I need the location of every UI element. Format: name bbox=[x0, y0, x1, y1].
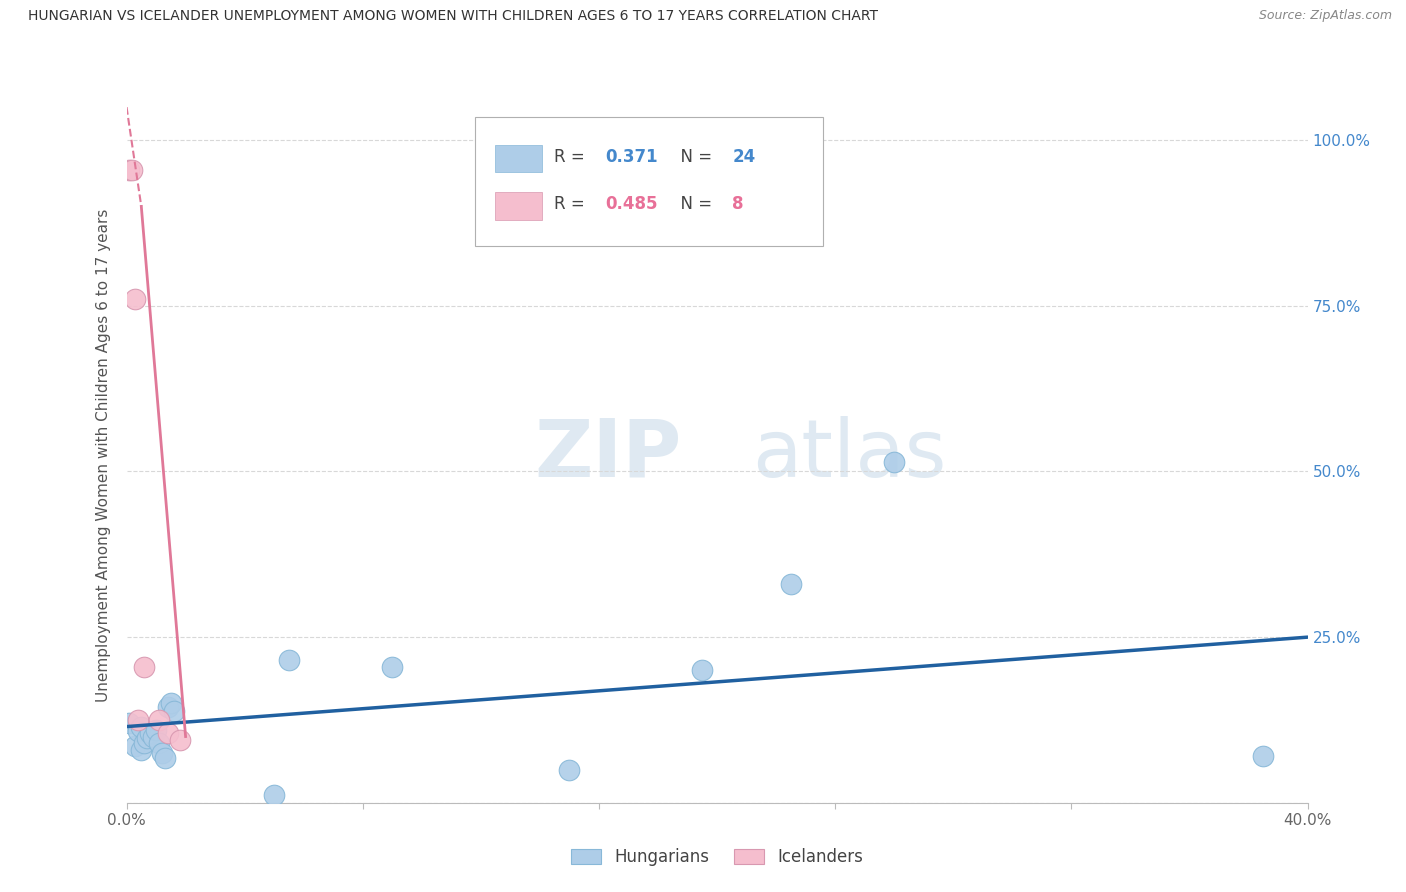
Point bbox=[156, 726, 179, 740]
Point bbox=[127, 724, 149, 739]
Point bbox=[690, 663, 713, 677]
Point bbox=[779, 577, 801, 591]
Text: HUNGARIAN VS ICELANDER UNEMPLOYMENT AMONG WOMEN WITH CHILDREN AGES 6 TO 17 YEARS: HUNGARIAN VS ICELANDER UNEMPLOYMENT AMON… bbox=[28, 9, 879, 23]
Point bbox=[124, 292, 146, 306]
Point bbox=[148, 713, 170, 727]
Point bbox=[124, 739, 146, 754]
Text: Source: ZipAtlas.com: Source: ZipAtlas.com bbox=[1258, 9, 1392, 22]
Point bbox=[145, 723, 167, 737]
Text: ZIP: ZIP bbox=[534, 416, 682, 494]
Point bbox=[169, 732, 191, 747]
Point bbox=[150, 746, 173, 760]
Point bbox=[139, 726, 162, 740]
Point bbox=[134, 736, 156, 750]
Text: 24: 24 bbox=[733, 148, 755, 166]
Point bbox=[883, 454, 905, 468]
Text: R =: R = bbox=[554, 148, 591, 166]
Text: 8: 8 bbox=[733, 195, 744, 213]
Point bbox=[121, 163, 143, 178]
Point bbox=[118, 163, 141, 178]
Point bbox=[118, 716, 141, 731]
Text: R =: R = bbox=[554, 195, 591, 213]
Point bbox=[129, 743, 153, 757]
Text: 0.485: 0.485 bbox=[605, 195, 658, 213]
Point bbox=[156, 699, 179, 714]
Point bbox=[142, 730, 165, 744]
Text: N =: N = bbox=[669, 148, 717, 166]
FancyBboxPatch shape bbox=[495, 192, 543, 219]
Point bbox=[278, 653, 301, 667]
FancyBboxPatch shape bbox=[475, 118, 824, 246]
Point bbox=[159, 697, 183, 711]
Text: 0.371: 0.371 bbox=[605, 148, 658, 166]
Text: N =: N = bbox=[669, 195, 717, 213]
Point bbox=[148, 736, 170, 750]
Point bbox=[129, 720, 153, 734]
Point bbox=[163, 704, 186, 718]
Point bbox=[134, 660, 156, 674]
Text: atlas: atlas bbox=[752, 416, 946, 494]
Point bbox=[1251, 749, 1274, 764]
Point bbox=[153, 750, 176, 764]
Point bbox=[127, 713, 149, 727]
Point bbox=[381, 660, 404, 674]
FancyBboxPatch shape bbox=[495, 145, 543, 172]
Point bbox=[558, 763, 581, 777]
Point bbox=[136, 731, 159, 745]
Point bbox=[263, 788, 285, 802]
Legend: Hungarians, Icelanders: Hungarians, Icelanders bbox=[562, 839, 872, 874]
Y-axis label: Unemployment Among Women with Children Ages 6 to 17 years: Unemployment Among Women with Children A… bbox=[96, 208, 111, 702]
